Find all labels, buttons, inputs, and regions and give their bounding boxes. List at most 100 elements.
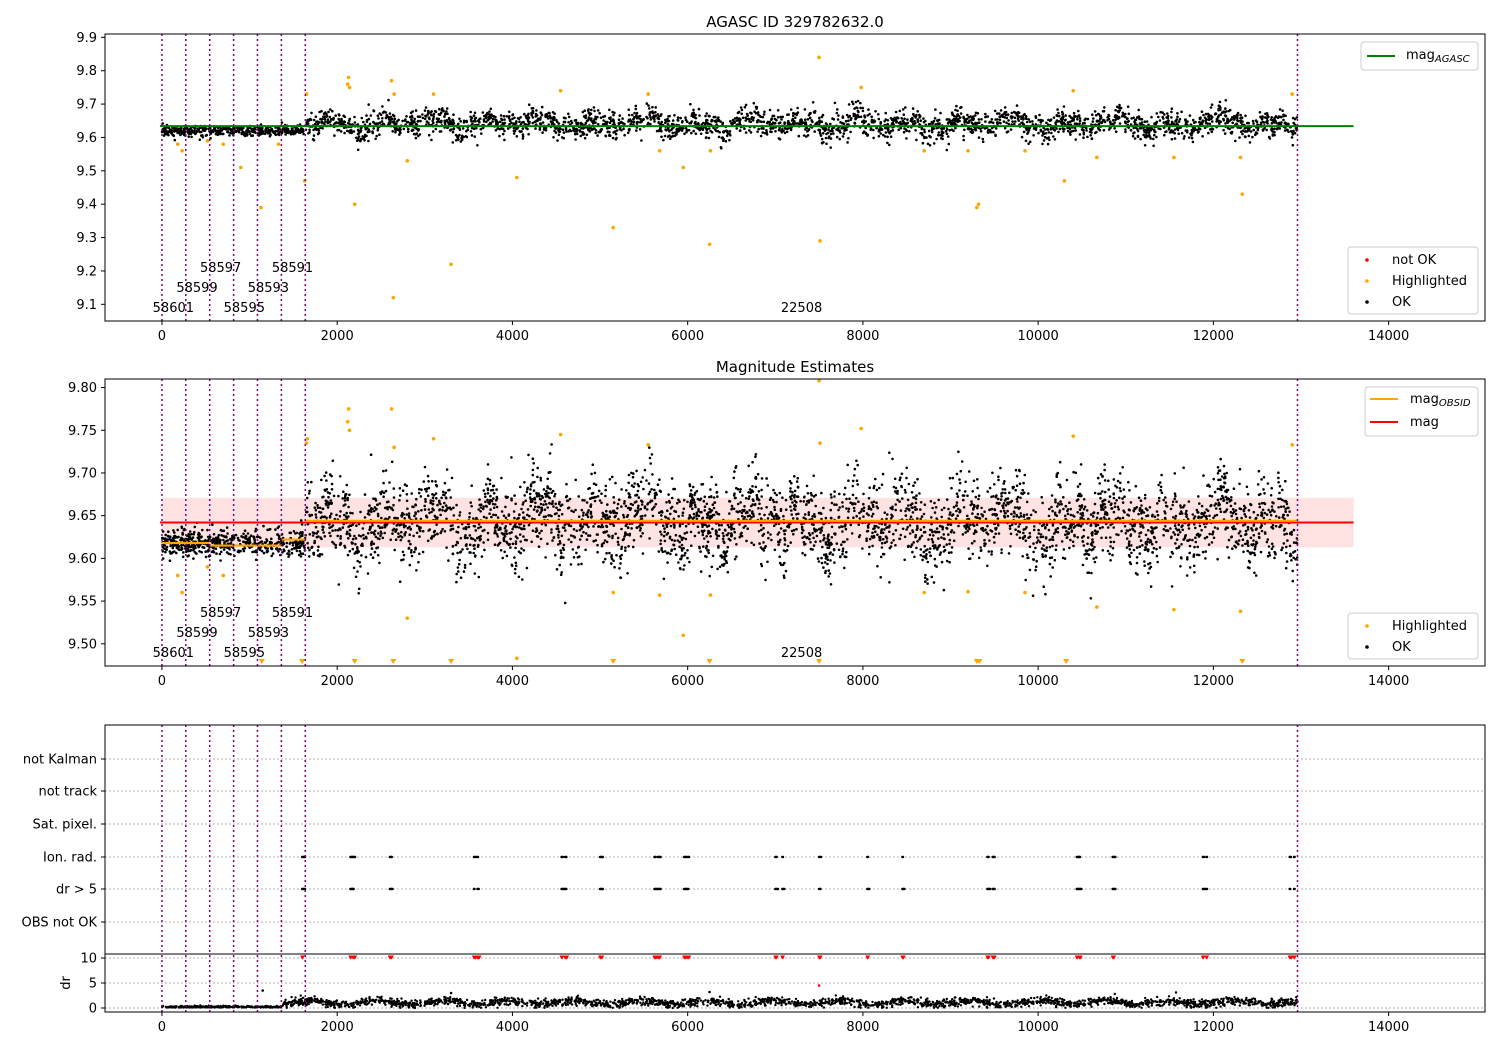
ok-point — [852, 112, 855, 116]
ok-point — [562, 136, 565, 140]
ok-point — [863, 114, 866, 117]
ok-point — [1131, 134, 1135, 138]
ok-point — [829, 559, 832, 562]
ok-point — [990, 118, 994, 121]
ok-point — [807, 128, 811, 131]
ok-point — [814, 540, 817, 544]
ok-point — [671, 127, 674, 130]
ok-point — [668, 137, 672, 140]
ok-point — [1154, 130, 1157, 134]
ok-point — [1126, 117, 1129, 120]
ok-point — [632, 117, 635, 121]
ok-point — [947, 142, 951, 146]
ok-point — [196, 129, 199, 132]
ok-point — [1016, 115, 1020, 118]
ok-point — [1099, 496, 1102, 500]
ok-point — [866, 529, 870, 533]
ok-point — [684, 116, 687, 119]
ok-point — [864, 126, 867, 130]
ok-point — [1237, 539, 1241, 542]
ok-point — [1032, 528, 1036, 532]
ok-point — [1003, 126, 1007, 130]
ok-point — [1054, 500, 1057, 504]
highlighted-point — [611, 225, 615, 230]
ok-point — [172, 134, 176, 138]
ok-point — [530, 107, 534, 110]
ok-point — [914, 122, 917, 125]
ok-point — [651, 105, 654, 109]
ok-point — [728, 138, 731, 142]
ok-point — [757, 507, 760, 510]
ok-point — [446, 112, 449, 116]
ok-point — [588, 130, 592, 133]
ok-point — [612, 524, 616, 527]
ok-point — [398, 129, 402, 133]
ok-point — [945, 127, 949, 131]
ok-point — [311, 138, 315, 141]
ok-point — [981, 137, 985, 141]
ok-point — [486, 112, 489, 115]
ok-point — [743, 127, 746, 131]
ok-point — [783, 131, 787, 135]
ok-point — [633, 111, 636, 115]
ok-point — [951, 112, 954, 116]
ok-point — [702, 545, 705, 548]
ok-point — [1155, 135, 1158, 139]
ok-point — [1062, 130, 1065, 133]
ok-point — [615, 553, 618, 557]
ok-point — [445, 110, 448, 113]
highlighted-point — [1238, 155, 1243, 160]
ok-point — [933, 530, 937, 533]
ok-point — [385, 114, 389, 118]
ok-point — [922, 525, 926, 529]
ok-point — [926, 560, 930, 564]
ok-point — [1026, 132, 1029, 135]
ok-point — [339, 510, 342, 513]
ok-point — [837, 508, 840, 512]
ok-point — [528, 492, 532, 496]
ok-point — [539, 118, 542, 121]
ok-point — [772, 500, 776, 504]
ok-point — [465, 120, 469, 124]
ok-point — [1034, 123, 1038, 126]
ok-point — [488, 110, 491, 113]
ok-point — [1148, 135, 1152, 138]
ok-point — [454, 139, 458, 142]
ok-point — [1078, 133, 1082, 136]
ok-point — [771, 114, 774, 118]
ok-point — [1211, 120, 1214, 123]
ok-point — [424, 498, 427, 501]
ok-point — [707, 549, 710, 552]
ok-point — [1099, 115, 1102, 118]
ok-point — [790, 119, 794, 122]
ok-point — [565, 130, 568, 133]
ok-point — [665, 533, 668, 536]
ok-point — [539, 502, 543, 506]
ok-point — [458, 126, 461, 130]
ok-point — [627, 545, 630, 548]
ok-point — [724, 140, 728, 143]
ok-point — [1173, 128, 1177, 131]
highlighted-point — [976, 202, 981, 206]
highlighted-point — [646, 92, 651, 96]
ok-point — [611, 136, 615, 140]
ok-point — [701, 533, 705, 537]
ok-point — [1079, 463, 1083, 466]
ok-point — [1016, 500, 1019, 503]
ok-point — [600, 492, 603, 496]
ok-point — [955, 509, 958, 513]
ok-point — [735, 127, 738, 130]
ok-point — [356, 570, 359, 573]
ok-point — [1061, 117, 1065, 121]
ok-point — [1039, 129, 1043, 133]
ok-point — [1171, 500, 1175, 504]
ok-point — [1118, 103, 1121, 107]
ok-point — [1017, 525, 1020, 528]
ok-point — [316, 530, 320, 533]
ok-point — [996, 497, 1000, 501]
ok-point — [1139, 137, 1142, 141]
ok-point — [670, 505, 674, 509]
ok-point — [988, 486, 992, 490]
ok-point — [916, 110, 919, 113]
ok-point — [1239, 113, 1242, 117]
